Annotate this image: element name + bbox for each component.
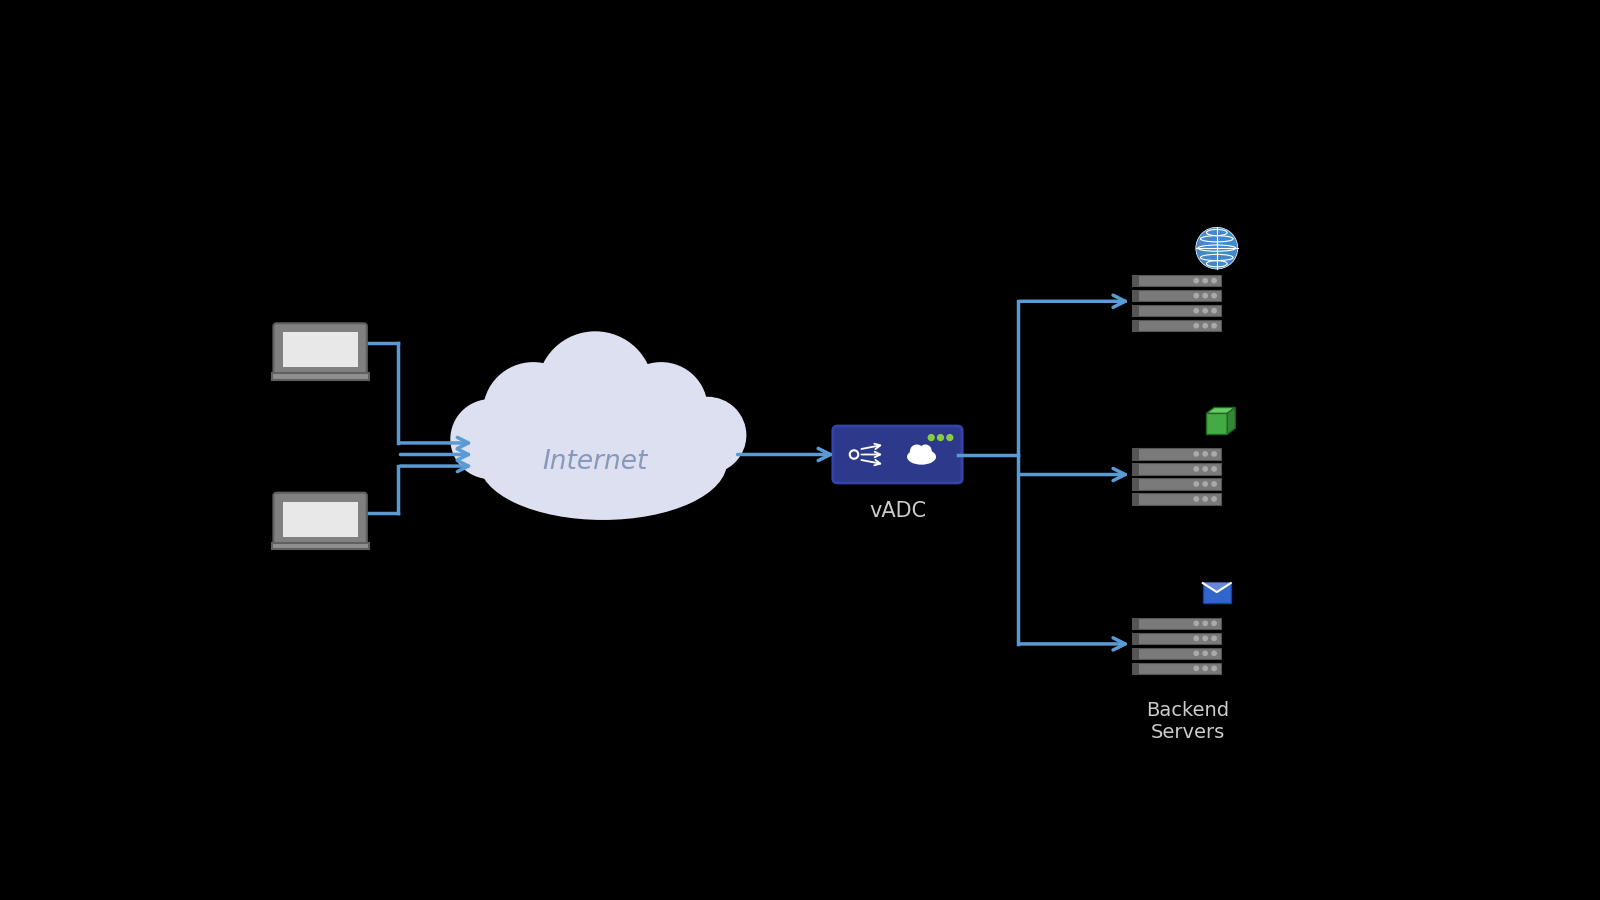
Circle shape [1211, 497, 1216, 501]
Bar [1131, 290, 1139, 302]
Bar [1131, 617, 1221, 629]
FancyBboxPatch shape [274, 492, 366, 546]
Circle shape [1203, 652, 1208, 655]
Circle shape [1203, 482, 1208, 486]
Circle shape [1211, 666, 1216, 670]
Circle shape [1203, 293, 1208, 298]
Circle shape [1203, 309, 1208, 313]
Bar [272, 374, 368, 380]
Bar [1131, 320, 1139, 331]
Bar [1131, 464, 1139, 474]
Circle shape [1211, 482, 1216, 486]
Circle shape [1203, 636, 1208, 641]
Circle shape [1211, 293, 1216, 298]
Circle shape [910, 445, 923, 458]
Circle shape [1203, 278, 1208, 283]
Circle shape [1211, 652, 1216, 655]
Bar [1131, 648, 1221, 659]
Polygon shape [1203, 583, 1230, 592]
Bar [1131, 617, 1139, 629]
Circle shape [1211, 324, 1216, 328]
Bar [1131, 275, 1139, 286]
Circle shape [1194, 482, 1198, 486]
Bar [1203, 583, 1230, 603]
Circle shape [1194, 497, 1198, 501]
Bar [1131, 290, 1221, 302]
Circle shape [1194, 636, 1198, 641]
Circle shape [1195, 228, 1238, 269]
Circle shape [614, 362, 707, 454]
Polygon shape [1227, 408, 1235, 434]
Circle shape [1194, 467, 1198, 471]
Circle shape [1194, 324, 1198, 328]
Circle shape [1194, 309, 1198, 313]
Circle shape [1194, 652, 1198, 655]
Circle shape [1203, 452, 1208, 456]
Bar [283, 502, 358, 536]
Bar [1131, 305, 1139, 316]
Bar [1131, 633, 1221, 643]
Bar [1131, 479, 1221, 490]
Circle shape [1203, 621, 1208, 626]
Circle shape [918, 445, 931, 457]
Circle shape [1211, 636, 1216, 641]
Circle shape [1211, 467, 1216, 471]
Circle shape [1194, 621, 1198, 626]
Circle shape [1211, 278, 1216, 283]
Circle shape [450, 399, 531, 479]
Bar [1206, 413, 1227, 434]
Circle shape [538, 331, 653, 446]
Circle shape [483, 362, 584, 463]
Bar [1131, 305, 1221, 316]
Bar [1131, 662, 1221, 674]
Bar [283, 332, 358, 367]
Circle shape [1211, 621, 1216, 626]
Bar [1131, 464, 1221, 474]
Circle shape [1194, 452, 1198, 456]
Ellipse shape [907, 449, 936, 464]
Bar [1131, 448, 1139, 460]
Circle shape [1203, 324, 1208, 328]
Bar [1131, 493, 1221, 505]
Text: vADC: vADC [869, 500, 926, 521]
Polygon shape [1206, 408, 1235, 413]
Text: Backend
Servers: Backend Servers [1147, 701, 1230, 742]
Bar [1131, 662, 1139, 674]
Bar [272, 543, 368, 549]
FancyBboxPatch shape [832, 426, 962, 483]
Circle shape [1194, 293, 1198, 298]
Circle shape [1194, 666, 1198, 670]
Circle shape [1211, 452, 1216, 456]
FancyBboxPatch shape [274, 323, 366, 376]
Circle shape [928, 435, 934, 440]
Ellipse shape [478, 404, 726, 520]
Bar [1131, 648, 1139, 659]
Circle shape [1203, 666, 1208, 670]
Bar [1131, 493, 1139, 505]
Bar [1131, 275, 1221, 286]
Circle shape [1203, 497, 1208, 501]
Circle shape [938, 435, 944, 440]
Circle shape [1194, 278, 1198, 283]
Circle shape [1203, 467, 1208, 471]
Text: Internet: Internet [542, 449, 648, 475]
Bar [1131, 633, 1139, 643]
Bar [1131, 320, 1221, 331]
Bar [1131, 448, 1221, 460]
Circle shape [1211, 309, 1216, 313]
Circle shape [669, 397, 746, 473]
Circle shape [947, 435, 952, 440]
Bar [1131, 479, 1139, 490]
